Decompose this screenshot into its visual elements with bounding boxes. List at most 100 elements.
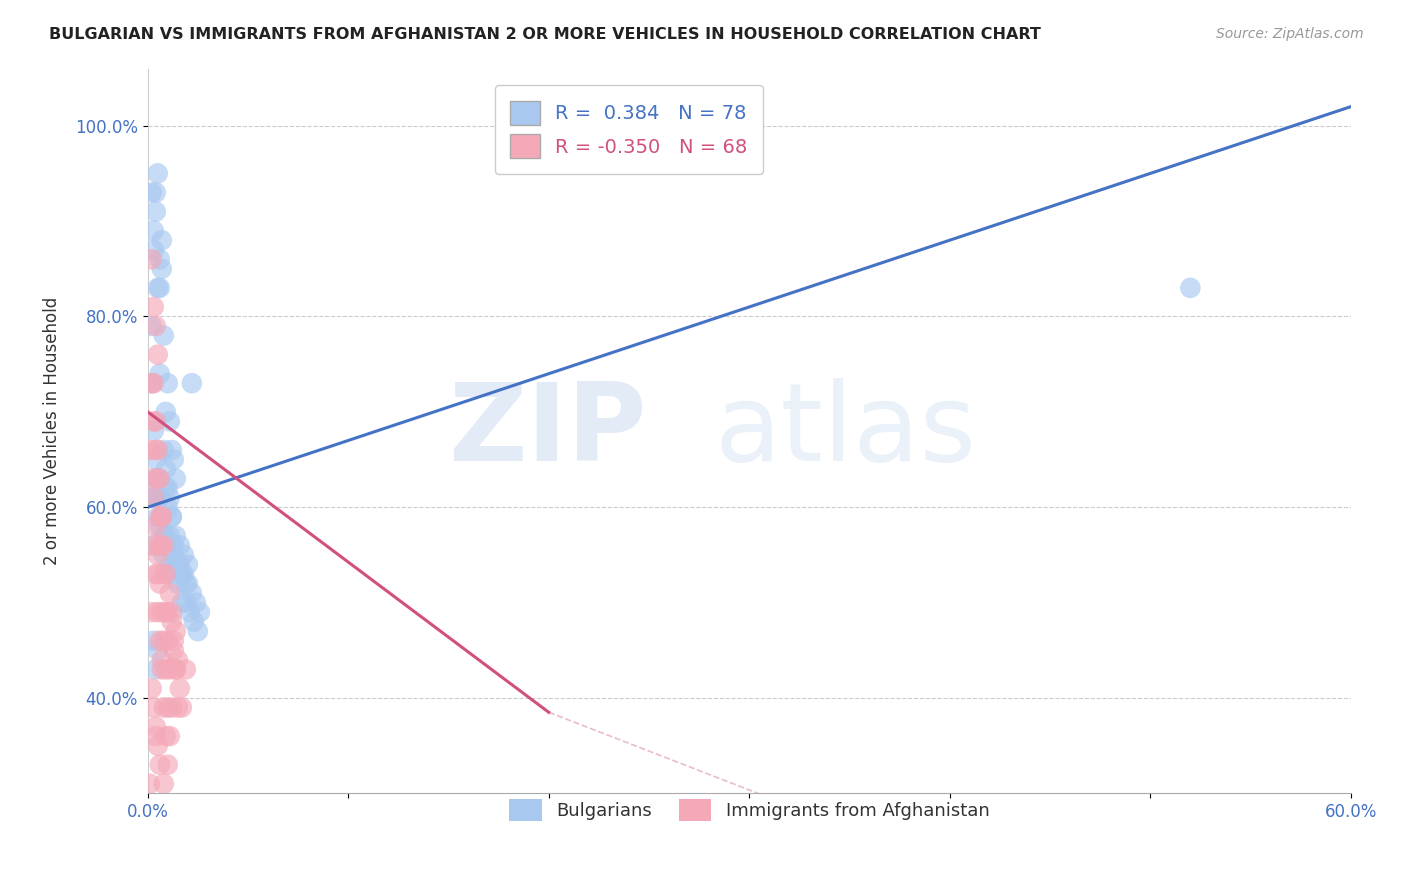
Point	[149, 491, 172, 505]
Point	[150, 538, 173, 552]
Point	[159, 529, 181, 543]
Point	[159, 586, 181, 600]
Point	[152, 442, 174, 457]
Point	[146, 472, 169, 486]
Point	[149, 281, 172, 295]
Point	[163, 548, 186, 562]
Point	[138, 491, 160, 505]
Point	[149, 252, 172, 267]
Point	[160, 700, 183, 714]
Point	[155, 481, 177, 495]
Point	[152, 700, 174, 714]
Point	[156, 376, 179, 391]
Point	[152, 548, 174, 562]
Point	[142, 243, 165, 257]
Point	[141, 681, 163, 696]
Point	[160, 615, 183, 629]
Point	[149, 367, 172, 381]
Point	[150, 509, 173, 524]
Point	[149, 491, 172, 505]
Point	[150, 653, 173, 667]
Point	[155, 729, 177, 743]
Point	[174, 662, 197, 676]
Point	[152, 566, 174, 581]
Point	[165, 472, 187, 486]
Point	[173, 548, 195, 562]
Point	[156, 538, 179, 552]
Point	[159, 558, 181, 572]
Point	[150, 261, 173, 276]
Point	[150, 509, 173, 524]
Point	[145, 442, 167, 457]
Point	[155, 529, 177, 543]
Point	[142, 491, 165, 505]
Point	[180, 376, 202, 391]
Point	[177, 558, 200, 572]
Point	[145, 186, 167, 200]
Point	[142, 414, 165, 428]
Point	[163, 452, 186, 467]
Point	[155, 566, 177, 581]
Point	[160, 509, 183, 524]
Point	[141, 538, 163, 552]
Point	[146, 643, 169, 657]
Point	[166, 700, 188, 714]
Text: atlas: atlas	[714, 378, 977, 484]
Text: BULGARIAN VS IMMIGRANTS FROM AFGHANISTAN 2 OR MORE VEHICLES IN HOUSEHOLD CORRELA: BULGARIAN VS IMMIGRANTS FROM AFGHANISTAN…	[49, 27, 1040, 42]
Point	[165, 558, 187, 572]
Point	[174, 576, 197, 591]
Point	[149, 472, 172, 486]
Point	[188, 605, 211, 619]
Point	[166, 558, 188, 572]
Point	[141, 186, 163, 200]
Point	[165, 662, 187, 676]
Point	[146, 566, 169, 581]
Point	[170, 700, 193, 714]
Point	[149, 509, 172, 524]
Point	[145, 452, 167, 467]
Point	[145, 519, 167, 533]
Point	[169, 538, 191, 552]
Point	[145, 472, 167, 486]
Point	[159, 414, 181, 428]
Point	[166, 653, 188, 667]
Point	[146, 472, 169, 486]
Point	[152, 538, 174, 552]
Point	[155, 462, 177, 476]
Point	[145, 720, 167, 734]
Point	[149, 519, 172, 533]
Point	[152, 529, 174, 543]
Point	[149, 576, 172, 591]
Point	[141, 605, 163, 619]
Point	[142, 700, 165, 714]
Point	[160, 509, 183, 524]
Point	[163, 633, 186, 648]
Y-axis label: 2 or more Vehicles in Household: 2 or more Vehicles in Household	[44, 297, 60, 565]
Point	[173, 566, 195, 581]
Point	[145, 414, 167, 428]
Point	[141, 472, 163, 486]
Point	[150, 509, 173, 524]
Point	[142, 633, 165, 648]
Point	[146, 605, 169, 619]
Point	[169, 558, 191, 572]
Point	[174, 596, 197, 610]
Point	[155, 662, 177, 676]
Point	[149, 633, 172, 648]
Point	[165, 662, 187, 676]
Point	[156, 633, 179, 648]
Point	[150, 662, 173, 676]
Point	[165, 529, 187, 543]
Point	[156, 500, 179, 515]
Point	[141, 376, 163, 391]
Point	[163, 643, 186, 657]
Point	[183, 615, 205, 629]
Point	[156, 481, 179, 495]
Point	[179, 605, 201, 619]
Point	[142, 224, 165, 238]
Point	[180, 586, 202, 600]
Point	[149, 757, 172, 772]
Point	[142, 424, 165, 438]
Point	[141, 252, 163, 267]
Point	[170, 566, 193, 581]
